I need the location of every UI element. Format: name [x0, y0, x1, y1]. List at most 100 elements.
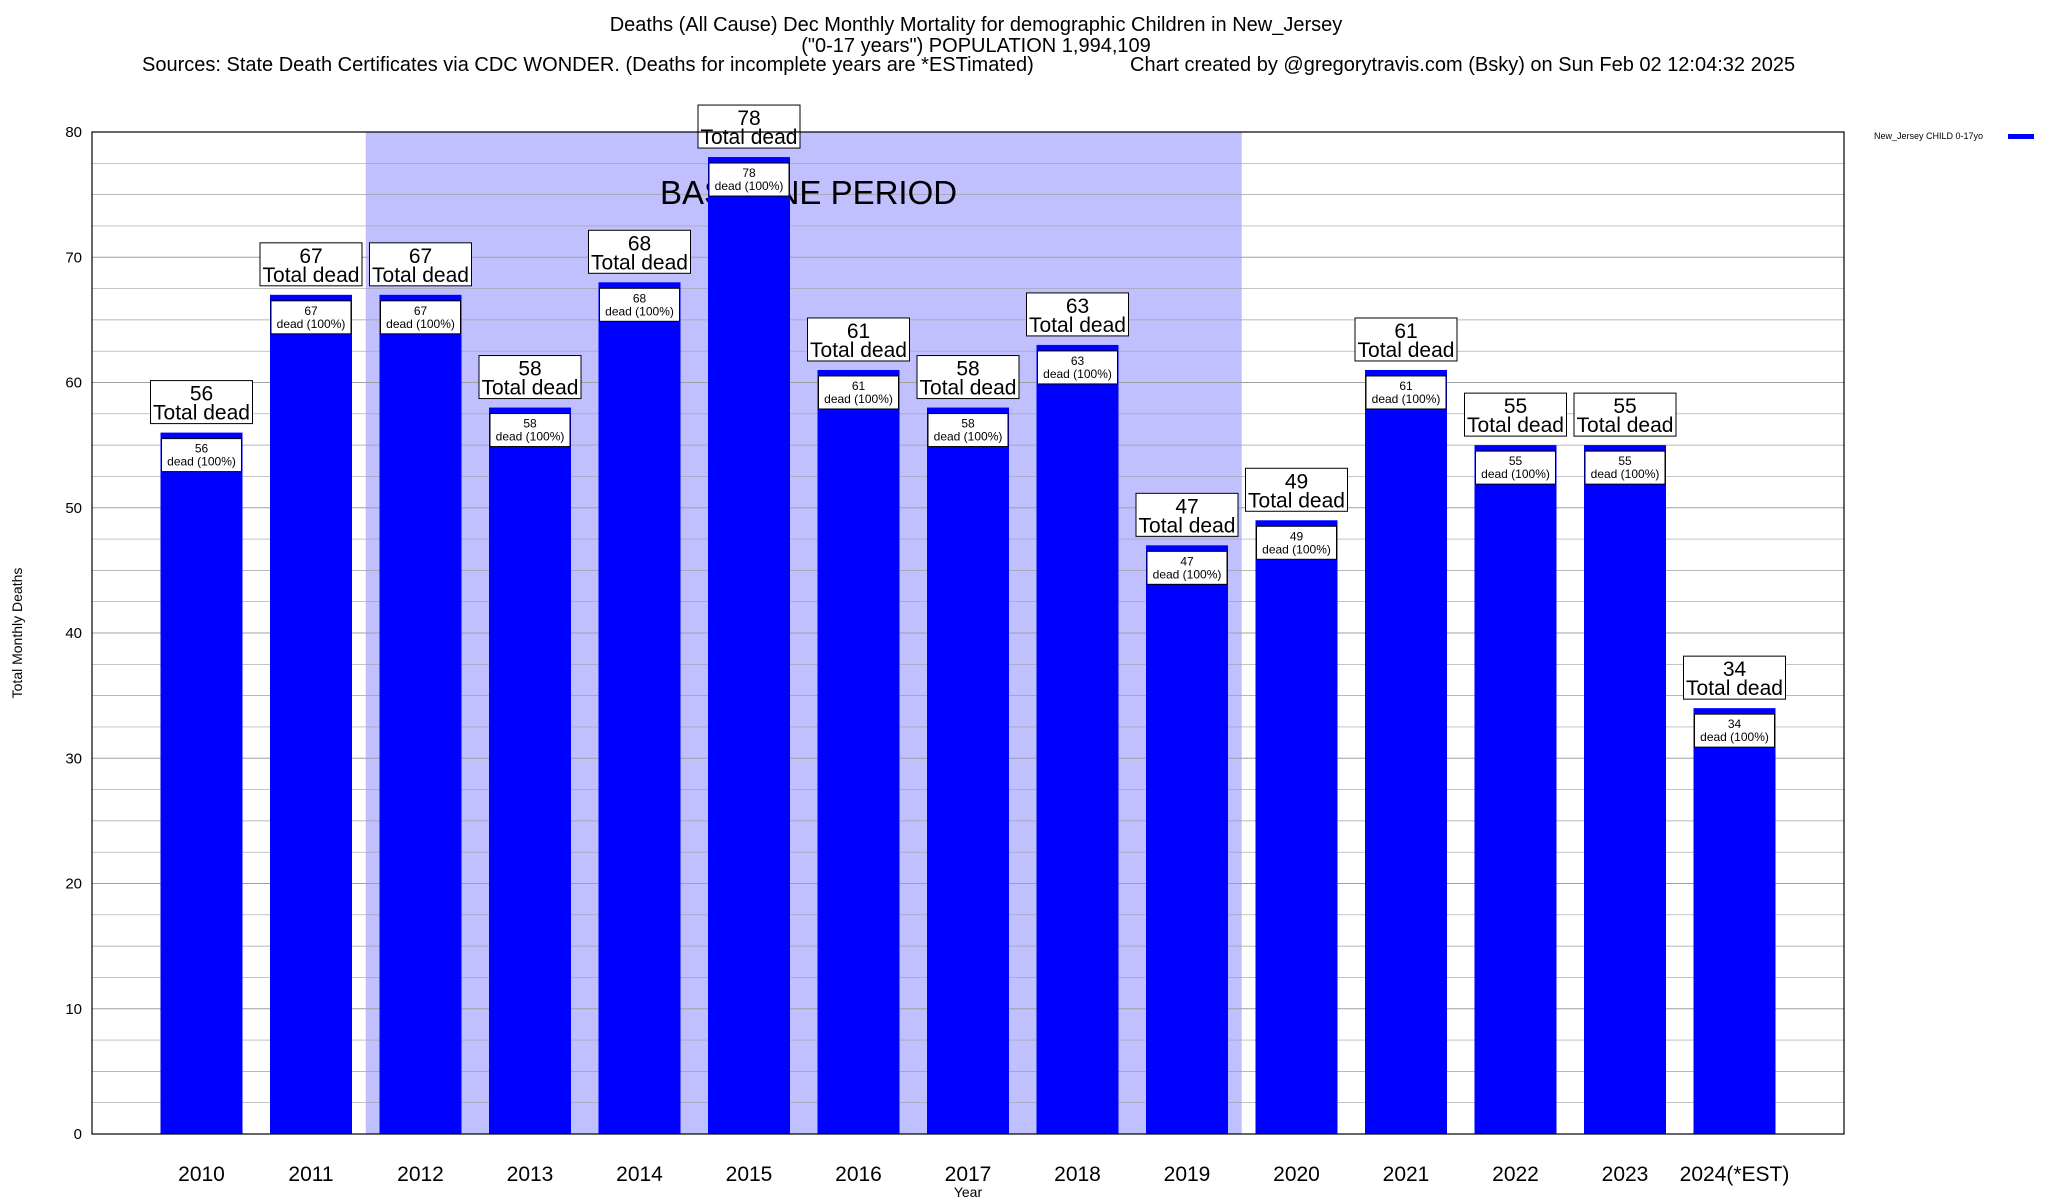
bar — [160, 432, 243, 1135]
bar-top-caption: Total dead — [1467, 414, 1564, 437]
bar-top-label-box — [369, 242, 472, 287]
x-tick-label: 2013 — [507, 1163, 554, 1186]
bar — [1036, 344, 1119, 1134]
x-axis-label: Year — [954, 1184, 983, 1200]
y-tick-label: 10 — [65, 1001, 82, 1018]
bar — [489, 407, 571, 1134]
bar-inner-value: 55 — [1509, 454, 1523, 468]
bar-top-value: 78 — [737, 107, 760, 130]
bar — [1584, 445, 1666, 1134]
bar-top-caption: Total dead — [1686, 677, 1783, 700]
bar-inner-value: 78 — [742, 166, 756, 180]
bar — [817, 369, 900, 1135]
baseline-label: BASELINE PERIOD — [660, 174, 957, 211]
bar-inner-label-box — [1365, 375, 1447, 410]
bar-top-label-box — [697, 104, 801, 149]
bar-inner-caption: dead (100%) — [1262, 542, 1331, 556]
bar-top-caption: Total dead — [1358, 339, 1455, 362]
x-tick-label: 2010 — [178, 1163, 225, 1186]
x-tick-label: 2015 — [726, 1163, 773, 1186]
bar-inner-label-box — [818, 375, 899, 410]
bar-inner-value: 58 — [961, 417, 975, 431]
bar-inner-label-box — [489, 413, 571, 448]
bar-top-caption: Total dead — [153, 402, 250, 425]
bar-inner-label-box — [1146, 550, 1228, 585]
bar-top-label-box — [1464, 392, 1567, 437]
bar-inner-caption: dead (100%) — [715, 179, 784, 193]
bar-inner-label-box — [1037, 350, 1118, 385]
bar-inner-caption: dead (100%) — [277, 317, 346, 331]
bar-top-label-box — [1135, 492, 1239, 537]
bar-top-caption: Total dead — [1577, 414, 1674, 437]
legend-label: New_Jersey CHILD 0-17yo — [1874, 131, 1984, 141]
bar-inner-label-box — [380, 300, 461, 335]
bar-top-value: 34 — [1723, 658, 1747, 681]
bar-top-caption: Total dead — [920, 377, 1017, 400]
bar-top-label-box — [1245, 467, 1348, 512]
bar-inner-label-box — [1475, 450, 1556, 485]
bar-inner-label-box — [161, 438, 242, 473]
bar — [1693, 708, 1776, 1134]
x-tick-label: 2014 — [616, 1163, 663, 1186]
bar-top-label-box — [1354, 317, 1458, 362]
bar — [379, 294, 462, 1134]
bar — [708, 157, 790, 1135]
bar-top-caption: Total dead — [810, 339, 907, 362]
bar-inner-value: 56 — [195, 442, 209, 456]
bar-top-label-box — [1026, 292, 1129, 337]
y-tick-label: 30 — [65, 750, 82, 767]
y-tick-label: 40 — [65, 625, 82, 642]
bar-inner-value: 34 — [1728, 717, 1742, 731]
y-tick-label: 70 — [65, 249, 82, 266]
x-tick-label: 2024(*EST) — [1680, 1163, 1790, 1186]
bar-top-label-box — [916, 355, 1020, 400]
bar-inner-caption: dead (100%) — [167, 455, 236, 469]
bar-top-label-box — [1683, 655, 1786, 700]
bar-inner-value: 61 — [852, 379, 866, 393]
bar-top-value: 58 — [956, 358, 979, 381]
bar-inner-caption: dead (100%) — [1591, 467, 1660, 481]
bar-inner-caption: dead (100%) — [496, 430, 565, 444]
bar-top-value: 61 — [847, 320, 870, 343]
bar-inner-value: 68 — [633, 291, 647, 305]
bar-inner-value: 55 — [1618, 454, 1632, 468]
x-tick-label: 2021 — [1383, 1163, 1430, 1186]
bar-top-label-box — [259, 242, 363, 287]
bar-top-value: 67 — [409, 245, 432, 268]
bar-top-caption: Total dead — [482, 377, 579, 400]
bar — [1255, 520, 1338, 1134]
bar-inner-caption: dead (100%) — [386, 317, 455, 331]
bar-inner-value: 67 — [304, 304, 318, 318]
bar-top-caption: Total dead — [1139, 514, 1236, 537]
bar-top-value: 67 — [299, 245, 322, 268]
bar-inner-caption: dead (100%) — [1372, 392, 1441, 406]
bar-inner-label-box — [270, 300, 352, 335]
bar-top-caption: Total dead — [1248, 489, 1345, 512]
bar-top-value: 63 — [1066, 295, 1089, 318]
bar-inner-value: 63 — [1071, 354, 1085, 368]
bar-inner-caption: dead (100%) — [1153, 567, 1222, 581]
bar-inner-label-box — [599, 287, 680, 322]
bar — [270, 294, 352, 1134]
bar-top-value: 49 — [1285, 470, 1308, 493]
bar — [1146, 545, 1228, 1134]
y-axis-label: Total Monthly Deaths — [9, 568, 25, 699]
bar-top-value: 61 — [1394, 320, 1417, 343]
x-tick-label: 2023 — [1602, 1163, 1649, 1186]
bar-top-value: 58 — [518, 358, 541, 381]
bar-inner-label-box — [1584, 450, 1666, 485]
bar-inner-value: 58 — [523, 417, 537, 431]
bar-top-label-box — [807, 317, 910, 362]
bar-top-value: 47 — [1175, 495, 1198, 518]
x-tick-label: 2012 — [397, 1163, 444, 1186]
legend-swatch — [2008, 134, 2034, 139]
bar-inner-caption: dead (100%) — [824, 392, 893, 406]
x-tick-label: 2017 — [945, 1163, 992, 1186]
bar — [1474, 445, 1557, 1134]
bar-top-value: 68 — [628, 232, 651, 255]
bar-inner-label-box — [927, 413, 1009, 448]
bar-top-value: 56 — [190, 383, 213, 406]
bar-inner-value: 61 — [1399, 379, 1413, 393]
y-tick-label: 20 — [65, 876, 82, 893]
bar-top-value: 55 — [1613, 395, 1636, 418]
